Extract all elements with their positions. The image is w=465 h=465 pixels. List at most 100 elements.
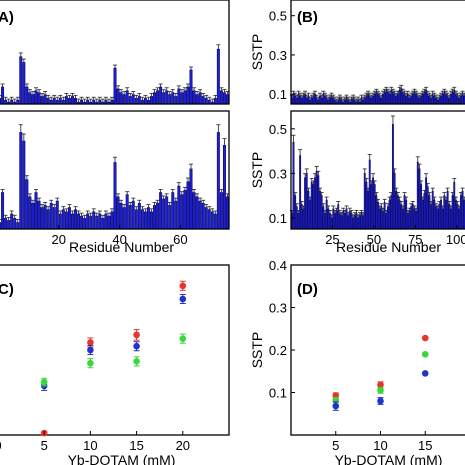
bar	[300, 204, 303, 230]
x-tick-label: 10	[373, 438, 387, 453]
y-tick-label: 0.2	[269, 343, 287, 358]
bar	[317, 175, 320, 230]
bar	[340, 215, 343, 230]
bar	[406, 213, 409, 230]
bar	[137, 202, 141, 230]
bar	[131, 94, 135, 105]
bar	[70, 96, 74, 105]
bar	[25, 86, 29, 105]
bar	[31, 202, 35, 230]
bar	[4, 217, 8, 230]
x-tick-label: 15	[129, 438, 143, 453]
bar	[104, 213, 108, 230]
y-tick-label: 0.3	[269, 166, 287, 181]
bar	[382, 93, 384, 105]
bar	[297, 93, 300, 105]
y-tick-label: 0.4	[269, 258, 287, 273]
bar	[377, 93, 379, 105]
bar	[378, 208, 381, 230]
bar	[343, 213, 346, 230]
bar	[28, 196, 32, 230]
bar	[302, 95, 305, 105]
bar	[453, 89, 456, 105]
bar	[52, 207, 56, 230]
bar	[204, 98, 208, 105]
bar	[74, 209, 77, 230]
bar	[125, 90, 129, 105]
bar	[438, 204, 441, 230]
bar	[312, 95, 315, 105]
bar	[25, 179, 29, 230]
bar	[292, 141, 295, 230]
bar	[299, 95, 302, 105]
bar	[395, 190, 398, 230]
bar	[92, 211, 96, 230]
bar	[387, 206, 389, 230]
bar	[198, 92, 202, 105]
bar	[299, 155, 302, 230]
data-point	[133, 342, 140, 350]
bar	[347, 215, 350, 230]
data-point	[377, 381, 384, 389]
data-point	[332, 402, 340, 410]
bar	[440, 199, 442, 230]
bar	[458, 97, 461, 105]
bar	[382, 210, 384, 230]
bar	[13, 217, 17, 230]
bar	[380, 97, 383, 105]
bar	[294, 195, 297, 230]
bar	[150, 211, 153, 230]
bar	[1, 192, 5, 230]
bar	[355, 213, 358, 230]
bar	[37, 92, 41, 105]
bar	[64, 211, 68, 230]
bar	[300, 97, 303, 105]
bar	[367, 190, 370, 230]
data-point	[40, 378, 48, 386]
bar	[378, 95, 381, 105]
bar	[122, 207, 126, 230]
bar	[216, 48, 220, 105]
bar	[77, 213, 81, 230]
bar	[49, 202, 53, 230]
bar	[180, 194, 184, 230]
bar	[328, 213, 331, 230]
bar	[433, 95, 436, 105]
bar	[304, 93, 307, 105]
bar	[400, 204, 403, 230]
bar	[107, 215, 111, 230]
y-axis-label: SSTP	[249, 34, 265, 71]
bar	[315, 170, 318, 230]
bar	[440, 95, 442, 105]
panel-B-subplot-2: 0.1 0.3 0.5 SSTP 25 50 75 100 Residue Number	[249, 110, 465, 255]
bar	[46, 98, 50, 105]
bar	[385, 89, 388, 105]
bar	[416, 161, 419, 230]
bar	[398, 199, 401, 230]
bar	[86, 213, 90, 230]
x-axis-label: Yb-DOTAM (mM)	[335, 452, 443, 465]
bar	[52, 98, 56, 105]
data-point	[377, 397, 384, 405]
bar	[352, 97, 355, 105]
bar	[171, 92, 175, 105]
bar	[438, 97, 441, 105]
bar	[225, 196, 229, 230]
series-2	[40, 293, 187, 391]
bar	[357, 217, 360, 230]
bar	[435, 97, 437, 105]
bar	[448, 204, 451, 230]
bar	[192, 90, 196, 105]
bar	[445, 199, 447, 230]
bar	[441, 93, 444, 105]
bar	[168, 205, 172, 230]
bar	[398, 89, 401, 105]
bar	[325, 199, 328, 230]
bar	[165, 90, 169, 105]
panel-A-subplot-1	[0, 0, 230, 105]
bar	[219, 90, 223, 105]
bar	[146, 207, 150, 230]
bar	[393, 93, 396, 105]
bar	[459, 195, 462, 230]
bar	[19, 56, 23, 105]
